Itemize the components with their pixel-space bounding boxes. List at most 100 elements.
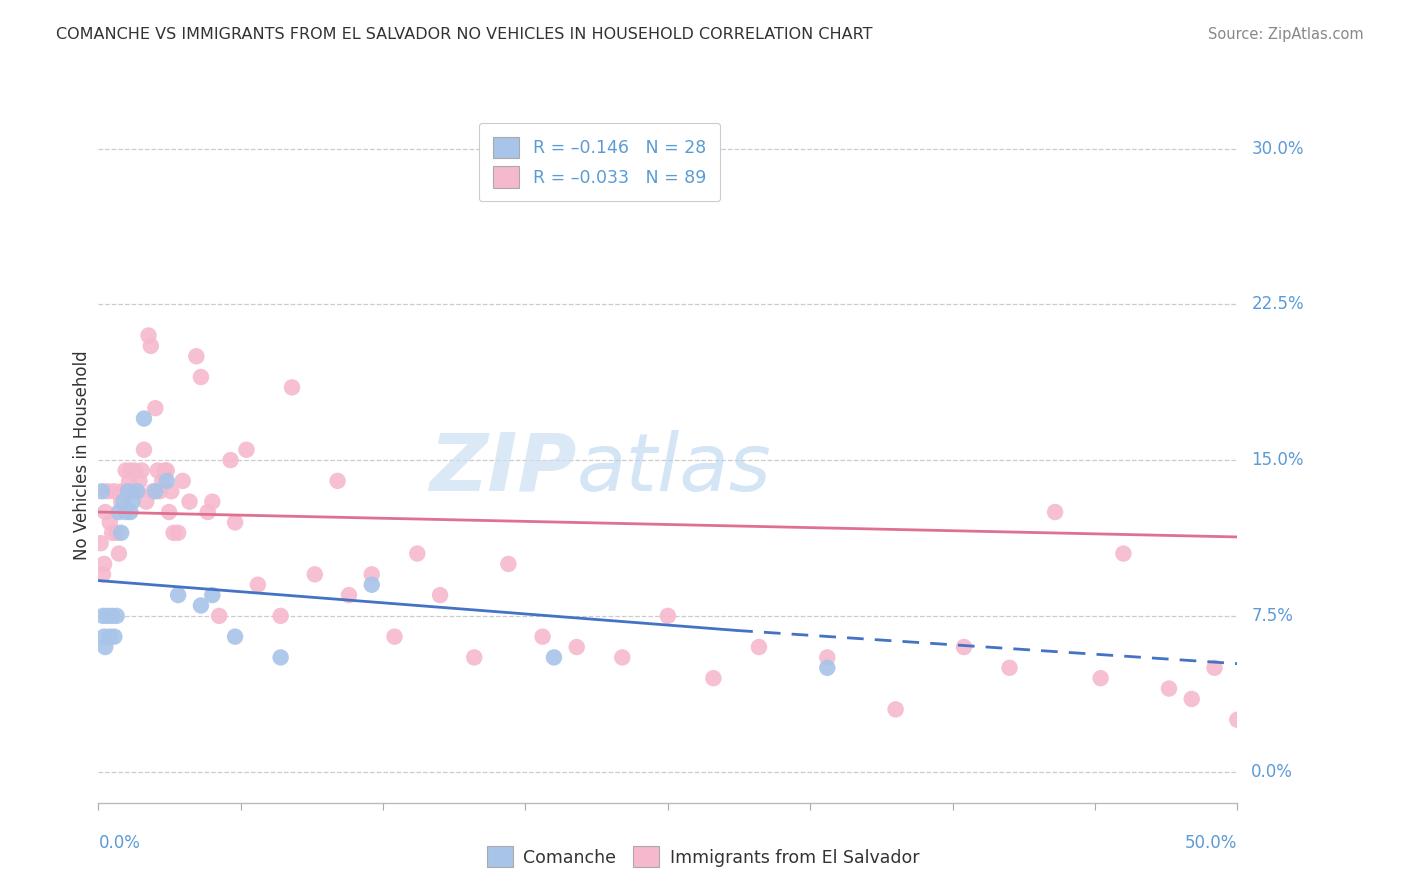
Point <box>235 442 257 457</box>
Point <box>246 578 269 592</box>
Point <box>270 650 292 665</box>
Point <box>153 463 176 477</box>
Point <box>101 525 124 540</box>
Point <box>384 630 406 644</box>
Point <box>326 474 349 488</box>
Point <box>127 484 149 499</box>
Point <box>90 536 112 550</box>
Point <box>167 588 190 602</box>
Point <box>98 630 121 644</box>
Point <box>108 547 131 561</box>
Point <box>543 650 565 665</box>
Text: 22.5%: 22.5% <box>1251 295 1303 313</box>
Point <box>337 588 360 602</box>
Point <box>201 588 224 602</box>
Point <box>1362 681 1385 696</box>
Point <box>94 640 117 654</box>
Legend: R = –0.146   N = 28, R = –0.033   N = 89: R = –0.146 N = 28, R = –0.033 N = 89 <box>479 123 720 202</box>
Point <box>157 505 180 519</box>
Point <box>108 505 131 519</box>
Point <box>1112 547 1135 561</box>
Point <box>270 608 292 623</box>
Point <box>1181 692 1204 706</box>
Point <box>139 339 162 353</box>
Point <box>162 525 184 540</box>
Point <box>112 484 135 499</box>
Point <box>120 463 142 477</box>
Point <box>190 370 212 384</box>
Point <box>304 567 326 582</box>
Point <box>93 630 115 644</box>
Point <box>91 608 114 623</box>
Point <box>531 630 554 644</box>
Point <box>145 401 167 416</box>
Point <box>565 640 588 654</box>
Point <box>131 463 153 477</box>
Point <box>132 411 155 425</box>
Point <box>224 630 246 644</box>
Point <box>112 494 135 508</box>
Point <box>156 474 179 488</box>
Point <box>1249 536 1271 550</box>
Point <box>135 494 157 508</box>
Text: 30.0%: 30.0% <box>1251 139 1303 158</box>
Point <box>179 494 201 508</box>
Point <box>118 474 141 488</box>
Point <box>1385 608 1406 623</box>
Point <box>145 484 167 499</box>
Point <box>197 505 219 519</box>
Text: Source: ZipAtlas.com: Source: ZipAtlas.com <box>1208 27 1364 42</box>
Point <box>98 516 121 530</box>
Point <box>748 640 770 654</box>
Point <box>360 567 382 582</box>
Point <box>127 484 149 499</box>
Point <box>1043 505 1066 519</box>
Point <box>146 463 169 477</box>
Point <box>953 640 976 654</box>
Point <box>111 484 134 499</box>
Point <box>201 494 224 508</box>
Point <box>186 349 208 363</box>
Point <box>1090 671 1112 685</box>
Point <box>406 547 429 561</box>
Point <box>702 671 724 685</box>
Point <box>1340 650 1362 665</box>
Point <box>93 557 115 571</box>
Point <box>96 608 118 623</box>
Point <box>160 484 183 499</box>
Legend: Comanche, Immigrants from El Salvador: Comanche, Immigrants from El Salvador <box>479 839 927 874</box>
Point <box>91 567 114 582</box>
Point <box>103 630 125 644</box>
Point <box>498 557 520 571</box>
Point <box>219 453 242 467</box>
Point <box>190 599 212 613</box>
Text: 15.0%: 15.0% <box>1251 451 1303 469</box>
Point <box>114 505 136 519</box>
Point <box>1271 494 1294 508</box>
Point <box>150 474 173 488</box>
Point <box>94 505 117 519</box>
Point <box>167 525 190 540</box>
Point <box>120 505 142 519</box>
Point <box>124 463 146 477</box>
Point <box>110 525 132 540</box>
Point <box>105 525 128 540</box>
Point <box>815 661 838 675</box>
Point <box>103 484 125 499</box>
Point <box>172 474 194 488</box>
Text: atlas: atlas <box>576 430 772 508</box>
Point <box>281 380 304 394</box>
Point <box>815 650 838 665</box>
Point <box>1226 713 1249 727</box>
Text: 7.5%: 7.5% <box>1251 607 1294 625</box>
Point <box>90 484 112 499</box>
Point <box>998 661 1021 675</box>
Text: 0.0%: 0.0% <box>98 834 141 852</box>
Point <box>110 494 132 508</box>
Point <box>121 484 143 499</box>
Point <box>132 442 155 457</box>
Point <box>360 578 382 592</box>
Point <box>463 650 485 665</box>
Point <box>884 702 907 716</box>
Point <box>117 484 139 499</box>
